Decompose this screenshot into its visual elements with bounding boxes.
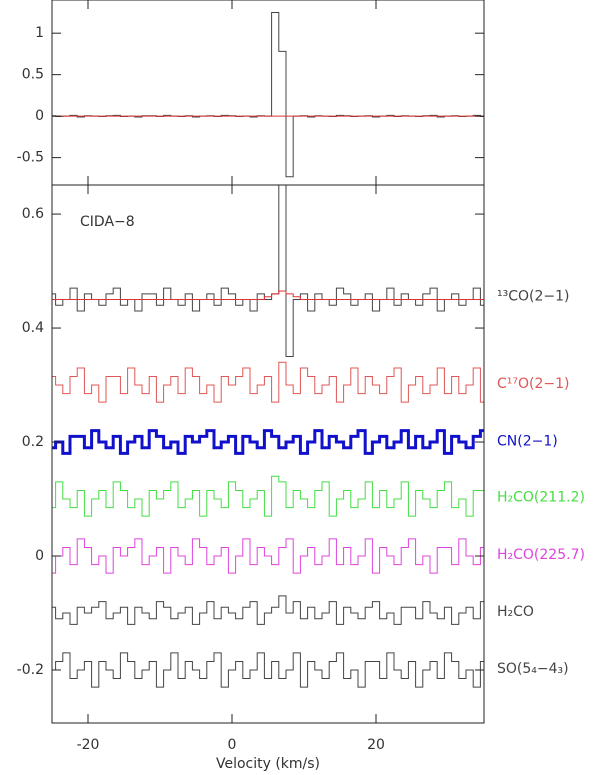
y-tick-label: -0.2 xyxy=(17,662,44,678)
x-axis-label: Velocity (km/s) xyxy=(216,756,320,772)
series-label: CN(2−1) xyxy=(497,433,558,449)
y-tick-label: -0.5 xyxy=(17,150,44,166)
y-tick-label: 0 xyxy=(35,548,44,564)
spectrum xyxy=(52,595,484,625)
y-tick-label: 0.6 xyxy=(22,206,44,222)
spectrum xyxy=(52,11,484,178)
series-label: H₂CO(211.2) xyxy=(497,490,585,506)
spectrum xyxy=(52,538,484,574)
x-tick-label: 20 xyxy=(367,737,385,753)
series-label: C¹⁷O(2−1) xyxy=(497,376,570,392)
y-tick-label: 0.5 xyxy=(22,67,44,83)
spectrum xyxy=(52,361,484,403)
series-label: SO(5₄−4₃) xyxy=(497,661,569,677)
plot-area xyxy=(52,185,484,688)
y-tick-label: 0 xyxy=(35,108,44,124)
y-tick-label: 1 xyxy=(35,25,44,41)
x-tick-label: 0 xyxy=(228,737,237,753)
axes-frame xyxy=(51,0,485,186)
spectrum xyxy=(52,475,484,517)
series-label: H₂CO xyxy=(497,604,534,620)
spectrum xyxy=(52,290,484,301)
x-tick-label: -20 xyxy=(77,737,100,753)
plot-area xyxy=(52,11,484,178)
y-tick-label: 0.4 xyxy=(22,320,44,336)
series-label: ¹³CO(2−1) xyxy=(497,289,570,305)
annotation: CIDA−8 xyxy=(80,214,135,230)
spectrum xyxy=(52,652,484,688)
spectrum xyxy=(52,429,484,455)
axes-frame xyxy=(51,184,485,724)
series-label: H₂CO(225.7) xyxy=(497,547,585,563)
y-tick-label: 0.2 xyxy=(22,434,44,450)
